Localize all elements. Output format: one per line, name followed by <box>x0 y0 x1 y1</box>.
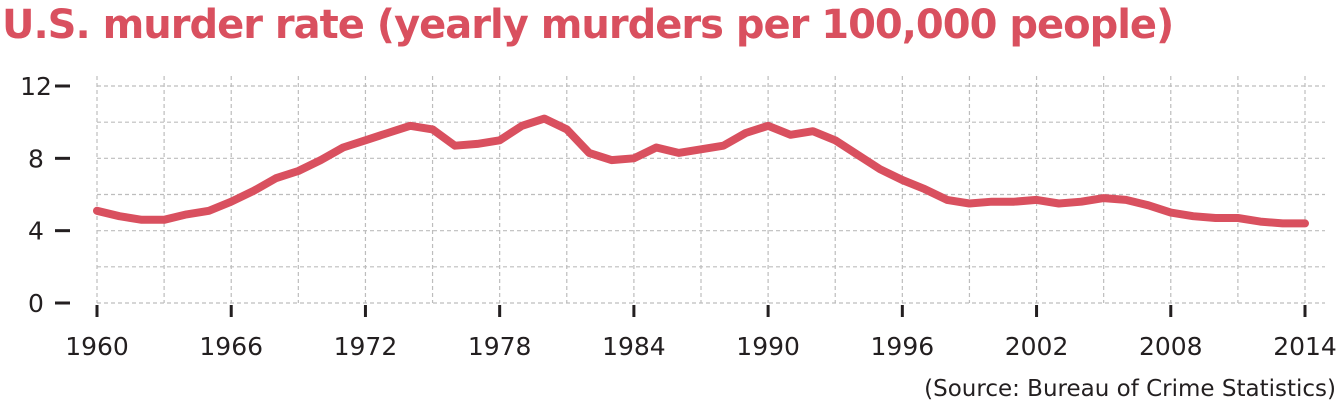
x-tick-label: 1984 <box>602 332 666 361</box>
x-axis: 1960 1966 1972 1978 1984 1990 1996 2002 2008 2014 <box>65 305 1337 361</box>
x-tick-label: 1996 <box>871 332 935 361</box>
y-tick-label: 12 <box>20 72 52 101</box>
x-tick-label: 2002 <box>1005 332 1069 361</box>
source-note: (Source: Bureau of Crime Statistics) <box>924 376 1336 402</box>
x-tick-label: 1978 <box>468 332 532 361</box>
line-chart: 0 4 8 12 1960 1966 1972 1978 1984 1990 1996 2002 20… <box>20 72 1337 361</box>
murder-rate-line <box>93 114 1309 228</box>
x-tick-label: 1966 <box>199 332 263 361</box>
y-tick-label: 0 <box>28 289 44 318</box>
y-tick-label: 4 <box>28 217 44 246</box>
x-tick-label: 1972 <box>334 332 398 361</box>
y-tick-label: 8 <box>28 144 44 173</box>
x-tick-label: 1960 <box>65 332 129 361</box>
x-tick-label: 1990 <box>736 332 800 361</box>
gridlines <box>96 76 1325 304</box>
y-axis: 0 4 8 12 <box>20 72 70 318</box>
x-tick-label: 2008 <box>1139 332 1203 361</box>
chart-title: U.S. murder rate (yearly murders per 100… <box>2 2 1174 48</box>
x-tick-label: 2014 <box>1273 332 1337 361</box>
